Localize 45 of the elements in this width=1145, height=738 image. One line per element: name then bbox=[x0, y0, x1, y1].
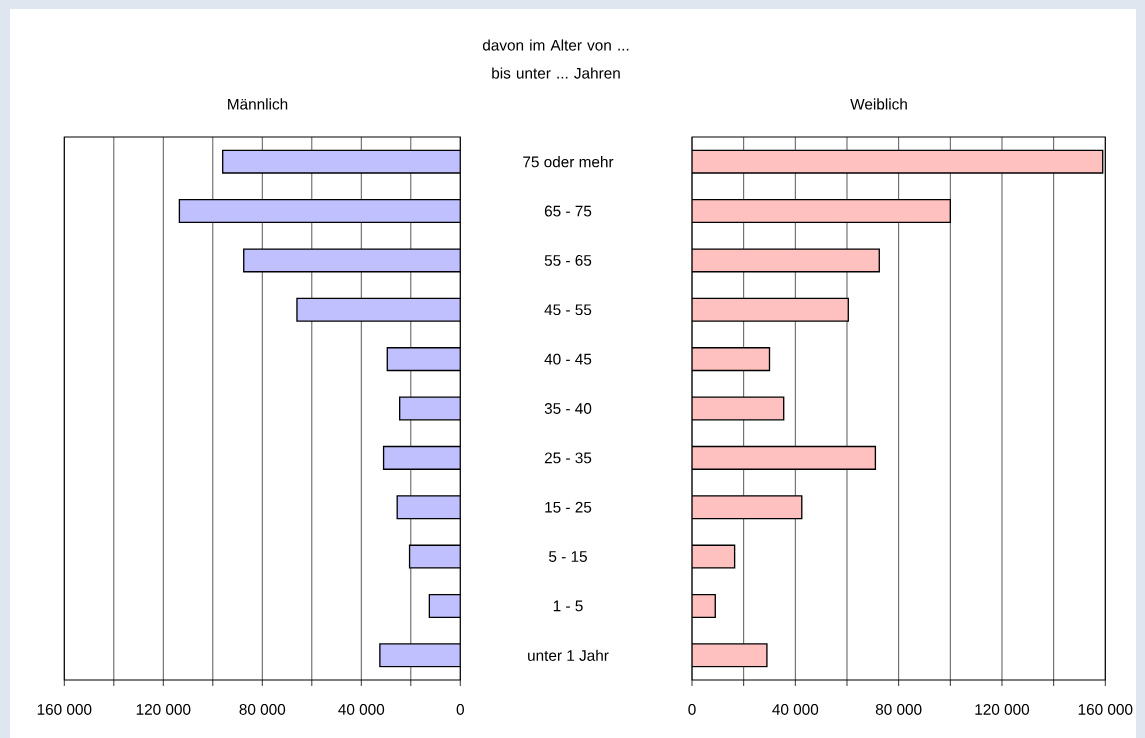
y-tick-label: 45 - 55 bbox=[544, 304, 592, 316]
bar bbox=[692, 149, 1104, 174]
bar bbox=[692, 297, 849, 322]
x-tick-label: 40 000 bbox=[338, 704, 385, 715]
y-tick-label: 1 - 5 bbox=[553, 600, 583, 612]
chart-title: Männlich bbox=[228, 98, 288, 110]
y-tick-label: unter 1 Jahr bbox=[528, 649, 609, 661]
x-tick-label: 160 000 bbox=[37, 704, 92, 715]
bar bbox=[692, 643, 768, 668]
bar bbox=[386, 347, 461, 372]
y-tick-label: 5 - 15 bbox=[549, 551, 587, 562]
bar bbox=[382, 445, 461, 470]
x-tick-label: 160 000 bbox=[1078, 704, 1133, 715]
bar bbox=[692, 248, 880, 273]
bar bbox=[692, 199, 951, 224]
bar bbox=[178, 199, 461, 224]
y-tick-label: 15 - 25 bbox=[545, 501, 592, 513]
bar bbox=[692, 593, 716, 618]
bar bbox=[692, 396, 785, 421]
x-tick-label: 80 000 bbox=[875, 704, 922, 715]
chart-title: Weiblich bbox=[850, 98, 907, 110]
bar bbox=[396, 495, 461, 520]
y-tick-label: 75 oder mehr bbox=[523, 156, 614, 168]
y-tick-label: 55 - 65 bbox=[544, 254, 592, 266]
y-tick-label: 35 - 40 bbox=[544, 403, 592, 414]
x-tick-label: 80 000 bbox=[239, 704, 286, 715]
x-tick-label: 120 000 bbox=[136, 704, 191, 715]
bar bbox=[243, 248, 461, 273]
bar bbox=[692, 445, 877, 470]
bar bbox=[222, 149, 461, 174]
bar bbox=[398, 396, 461, 421]
y-tick-label: 25 - 35 bbox=[544, 452, 592, 464]
x-tick-label: 40 000 bbox=[772, 704, 819, 715]
y-tick-label: 40 - 45 bbox=[544, 353, 592, 365]
bar bbox=[692, 347, 771, 372]
x-tick-label: 0 bbox=[456, 704, 464, 715]
bar bbox=[379, 643, 461, 668]
bar bbox=[408, 544, 461, 569]
bar bbox=[428, 593, 461, 618]
x-tick-label: 0 bbox=[688, 704, 696, 715]
y-tick-label: 65 - 75 bbox=[544, 205, 592, 217]
x-tick-label: 120 000 bbox=[975, 704, 1030, 715]
bar bbox=[296, 297, 461, 322]
y-axis-title: davon im Alter von ... bis unter ... Jahren bbox=[482, 39, 629, 79]
bar bbox=[692, 495, 803, 520]
